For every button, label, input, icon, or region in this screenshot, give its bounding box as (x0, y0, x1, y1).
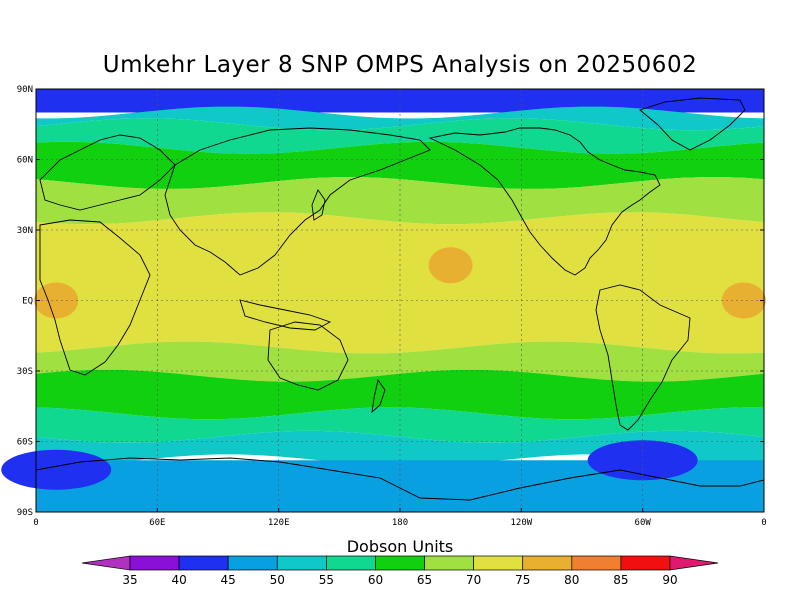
lat-tick-label: 30N (17, 226, 33, 236)
lat-tick-label: 60S (17, 438, 33, 448)
colorbar-swatch (276, 555, 327, 571)
coastline-new-zealand (371, 378, 386, 414)
coastlines (35, 97, 765, 501)
colorbar-swatch (326, 555, 376, 571)
colorbar-label: 40 (171, 573, 186, 587)
coastline-indonesia (239, 299, 332, 331)
colorbar-label: 45 (221, 573, 236, 587)
colorbar-swatch (473, 555, 524, 571)
colorbar-swatch (571, 555, 622, 571)
lon-tick-label: 0 (761, 518, 766, 528)
colorbar-label: 60 (368, 573, 383, 587)
colorbar-label: 35 (122, 573, 137, 587)
colorbar-label: 50 (270, 573, 285, 587)
colorbar-swatch (620, 555, 671, 571)
lat-tick-label: 60N (17, 156, 33, 166)
colorbar-label: 65 (417, 573, 432, 587)
colorbar-under-arrow (81, 555, 131, 571)
colorbar: 35 40 45 50 55 60 65 70 75 80 85 90 (81, 555, 719, 587)
coastline-asia (164, 127, 431, 276)
coastline-australia (267, 321, 349, 391)
colorbar-swatch (227, 555, 278, 571)
contour-feature (1, 449, 112, 490)
lat-tick-label: 90N (17, 85, 33, 95)
colorbar-label: 85 (613, 573, 628, 587)
colorbar-label: 55 (319, 573, 334, 587)
colorbar-swatch (375, 555, 425, 571)
colorbar-label: 90 (662, 573, 677, 587)
colorbar-title: Dobson Units (346, 537, 454, 556)
contour-band (36, 341, 764, 382)
coastline-south-america (595, 284, 691, 431)
colorbar-label: 80 (564, 573, 579, 587)
contour-band (36, 460, 764, 512)
lat-tick-label: EQ (22, 297, 33, 307)
contour-band (36, 430, 764, 467)
contour-feature (721, 282, 766, 319)
colorbar-swatch (178, 555, 229, 571)
coastline-japan (311, 189, 326, 221)
coastline-europe (39, 134, 176, 211)
coastline-greenland (639, 97, 746, 151)
lon-tick-label: 0 (33, 518, 38, 528)
lon-tick-label: 120E (268, 518, 290, 528)
contour-band (36, 212, 764, 354)
coastline-antarctica (35, 457, 765, 501)
colorbar-label: 70 (466, 573, 481, 587)
contour-feature (428, 247, 473, 284)
colorbar-over-arrow (669, 555, 719, 571)
lon-tick-label: 180 (392, 518, 408, 528)
coastline-north-america (428, 127, 661, 276)
lat-tick-label: 30S (17, 367, 33, 377)
lat-tick-label: 90S (17, 508, 33, 518)
colorbar-label: 75 (515, 573, 530, 587)
lon-tick-label: 60E (149, 518, 165, 528)
lon-tick-label: 60W (635, 518, 652, 528)
colorbar-swatch (129, 555, 180, 571)
lat-lon-grid (36, 89, 764, 512)
chart-title: Umkehr Layer 8 SNP OMPS Analysis on 2025… (102, 52, 698, 78)
coastline-africa (39, 219, 151, 376)
colorbar-swatch (522, 555, 573, 571)
contour-band (36, 106, 764, 131)
colorbar-swatch (424, 555, 474, 571)
lon-tick-label: 120W (510, 518, 532, 528)
